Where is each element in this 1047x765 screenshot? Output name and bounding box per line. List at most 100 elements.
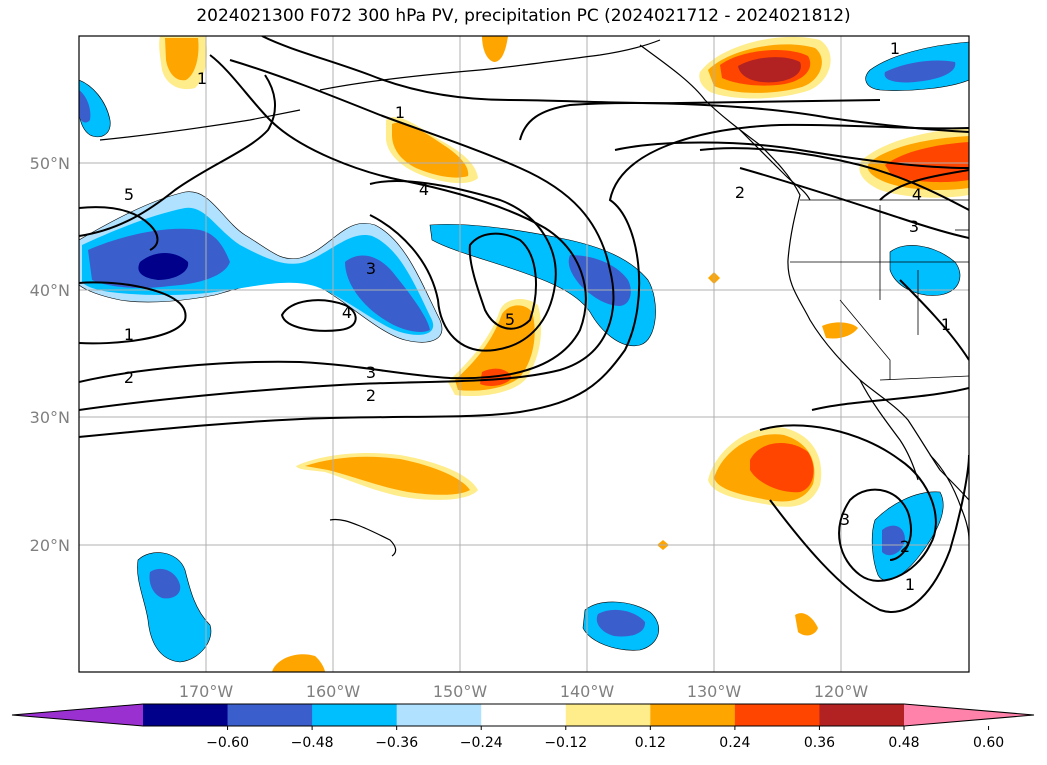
coast-vancouver [739,129,811,201]
colorbar-segment [396,704,482,726]
colorbar-segment [565,704,651,726]
contour-line [739,167,969,239]
contour-label: 3 [366,363,376,382]
contour-label: 5 [124,185,134,204]
colorbar-extend-low [12,704,143,726]
colorbar-segment [312,704,398,726]
colorbar-tick-label: 0.36 [804,735,835,751]
colorbar: −0.60 −0.48 −0.36 −0.24 −0.12 0.12 0.24 0.36 0.4… [11,703,1035,751]
anomaly-region [884,60,956,83]
colorbar-tick-label: −0.60 [206,735,249,751]
anomaly-region [149,568,181,599]
colorbar-tick-label: −0.12 [544,735,587,751]
contour-line [79,59,615,411]
contour-label: 1 [905,575,915,594]
contour-line [811,387,969,411]
anomaly-region [822,322,858,339]
anomaly-region [596,609,646,637]
anomaly-region [429,224,656,347]
coastline [99,39,969,557]
contour-label: 5 [505,310,515,329]
lat-label: 40°N [30,281,70,300]
contour-line [369,180,557,352]
colorbar-tick-label: 0.48 [888,735,919,751]
contour-line [79,74,276,237]
colorbar-tick-label: −0.48 [291,735,334,751]
lon-label: 130°W [687,682,742,701]
contour-line [699,147,969,211]
anomaly-region [871,491,944,581]
positive-anomaly-shading [159,36,969,672]
gridlines [79,36,969,672]
anomaly-region [889,245,961,296]
contour-line [468,232,537,330]
contour-line [79,54,587,383]
anomaly-region [882,525,905,556]
anomaly-region [272,654,325,672]
contour-label: 2 [735,183,745,202]
coast-baja [859,379,919,481]
anomaly-region [305,456,470,495]
coast-alaska [319,39,661,91]
anomaly-region [455,305,535,391]
contour-line [759,424,937,582]
contour-line [879,169,969,201]
anomaly-region [750,442,814,493]
coast-hawaii [329,518,397,557]
lon-label: 160°W [306,682,361,701]
colorbar-tick-label: 0.12 [635,735,666,751]
colorbar-segment [819,704,905,726]
anomaly-region [79,90,91,123]
longitude-labels: 170°W 160°W 150°W 140°W 130°W 120°W [179,682,869,701]
colorbar-segment [650,704,736,726]
contour-label: 1 [124,325,134,344]
contour-line [899,279,969,361]
colorbar-extend-high [904,704,1034,726]
colorbar-segment [227,704,313,726]
colorbar-tick-label: −0.36 [375,735,418,751]
latitude-labels: 50°N 40°N 30°N 20°N [30,154,70,555]
contour-line [79,281,187,345]
anomaly-region [885,142,969,183]
state-border [839,299,891,380]
colorbar-segment [734,704,820,726]
colorbar-tick-label: 0.60 [973,735,1004,751]
anomaly-region [345,255,430,332]
anomaly-region [738,57,801,83]
anomaly-region [79,79,111,138]
state-border [879,375,969,381]
anomaly-region [482,36,508,62]
lon-label: 170°W [179,682,234,701]
map-frame [78,35,970,673]
contour-label: 3 [366,259,376,278]
anomaly-region [795,613,818,636]
colorbar-outline [11,703,1035,727]
colorbar-segment [481,704,567,726]
lon-label: 120°W [814,682,869,701]
colorbar-tick-label: −0.24 [460,735,503,751]
lon-label: 140°W [560,682,615,701]
contour-labels: 1 5 1 2 4 3 4 5 3 2 2 1 4 3 1 3 2 1 1 [124,39,951,594]
coast-mexico [929,454,969,541]
colorbar-segment [143,704,229,726]
contour-label: 3 [840,510,850,529]
contour-line [614,141,969,169]
contour-label: 4 [912,185,922,204]
contour-label: 4 [419,180,429,199]
contour-label: 1 [890,39,900,58]
negative-anomaly-shading [79,41,969,663]
map-title: 2024021300 F072 300 hPa PV, precipitatio… [196,6,851,26]
contour-label: 1 [197,69,207,88]
anomaly-region [138,253,189,280]
contour-label: 2 [124,368,134,387]
lat-label: 20°N [30,536,70,555]
coast-aleutians [99,109,301,141]
lon-label: 150°W [433,682,488,701]
contour-line [79,206,159,251]
contour-label: 1 [941,315,951,334]
anomaly-region [165,38,199,81]
colorbar-tick-label: 0.24 [719,735,750,751]
contour-line [79,123,969,438]
contour-label: 4 [342,303,352,322]
